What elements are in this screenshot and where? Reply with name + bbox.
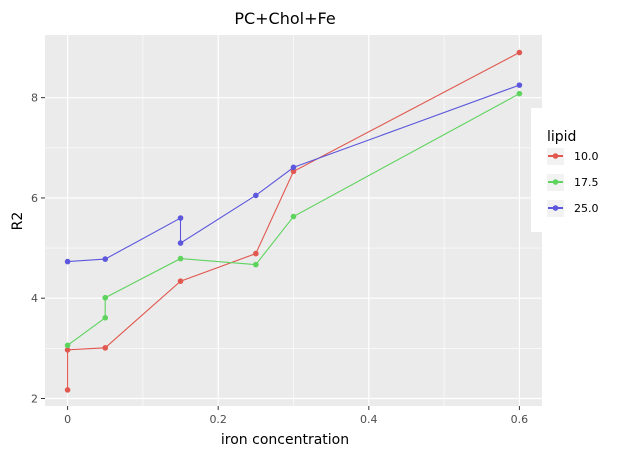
- y-tick-label: 4: [31, 292, 38, 305]
- axis-ticks: [41, 97, 520, 410]
- x-tick-label: 0.6: [511, 413, 529, 426]
- y-tick-labels: 2 4 6 8: [31, 92, 38, 406]
- legend-items: 10.0 17.5 25.0: [547, 148, 599, 217]
- data-point-25.0: [253, 192, 259, 199]
- x-tick-label: 0: [64, 413, 71, 426]
- data-point-17.5: [516, 90, 523, 97]
- y-tick-label: 6: [31, 192, 38, 205]
- x-tick-labels: 0 0.2 0.4 0.6: [64, 413, 528, 426]
- data-point-25.0: [64, 258, 71, 265]
- data-point-17.5: [64, 342, 71, 349]
- legend-title: lipid: [547, 129, 576, 145]
- data-point-17.5: [290, 213, 297, 220]
- x-tick-label: 0.4: [360, 413, 378, 426]
- data-point-10.0: [64, 347, 71, 353]
- grid-major: [45, 35, 542, 406]
- data-point-10.0: [290, 168, 297, 175]
- data-point-25.0: [290, 164, 297, 171]
- data-point-17.5: [177, 255, 184, 262]
- data-point-10.0: [177, 278, 184, 284]
- x-axis-title: iron concentration: [221, 432, 349, 448]
- data-point-25.0: [516, 82, 523, 88]
- data-point-25.0: [177, 240, 184, 246]
- legend-point-25.0: [552, 205, 559, 211]
- y-tick-label: 8: [31, 92, 38, 105]
- data-point-17.5: [102, 314, 109, 321]
- data-point-10.0: [64, 387, 71, 393]
- x-tick-label: 0.2: [209, 413, 227, 426]
- data-point-17.5: [253, 261, 259, 268]
- y-tick-label: 2: [31, 392, 38, 405]
- data-point-25.0: [177, 215, 184, 221]
- legend-point-17.5: [552, 179, 559, 185]
- data-point-10.0: [253, 250, 259, 257]
- legend-point-10.0: [552, 153, 559, 159]
- legend-label-10.0: 10.0: [574, 150, 599, 163]
- data-point-10.0: [102, 345, 109, 351]
- grid-minor: [45, 35, 542, 406]
- legend-label-25.0: 25.0: [574, 202, 599, 215]
- data-point-17.5: [102, 294, 109, 301]
- chart-title: PC+Chol+Fe: [234, 9, 335, 28]
- data-point-25.0: [102, 256, 109, 262]
- series-layer: [64, 49, 523, 393]
- legend-label-17.5: 17.5: [574, 176, 599, 189]
- legend: lipid 10.0 17.5 25.0: [531, 108, 627, 232]
- data-point-10.0: [516, 49, 523, 56]
- y-axis-title: R2: [10, 212, 26, 231]
